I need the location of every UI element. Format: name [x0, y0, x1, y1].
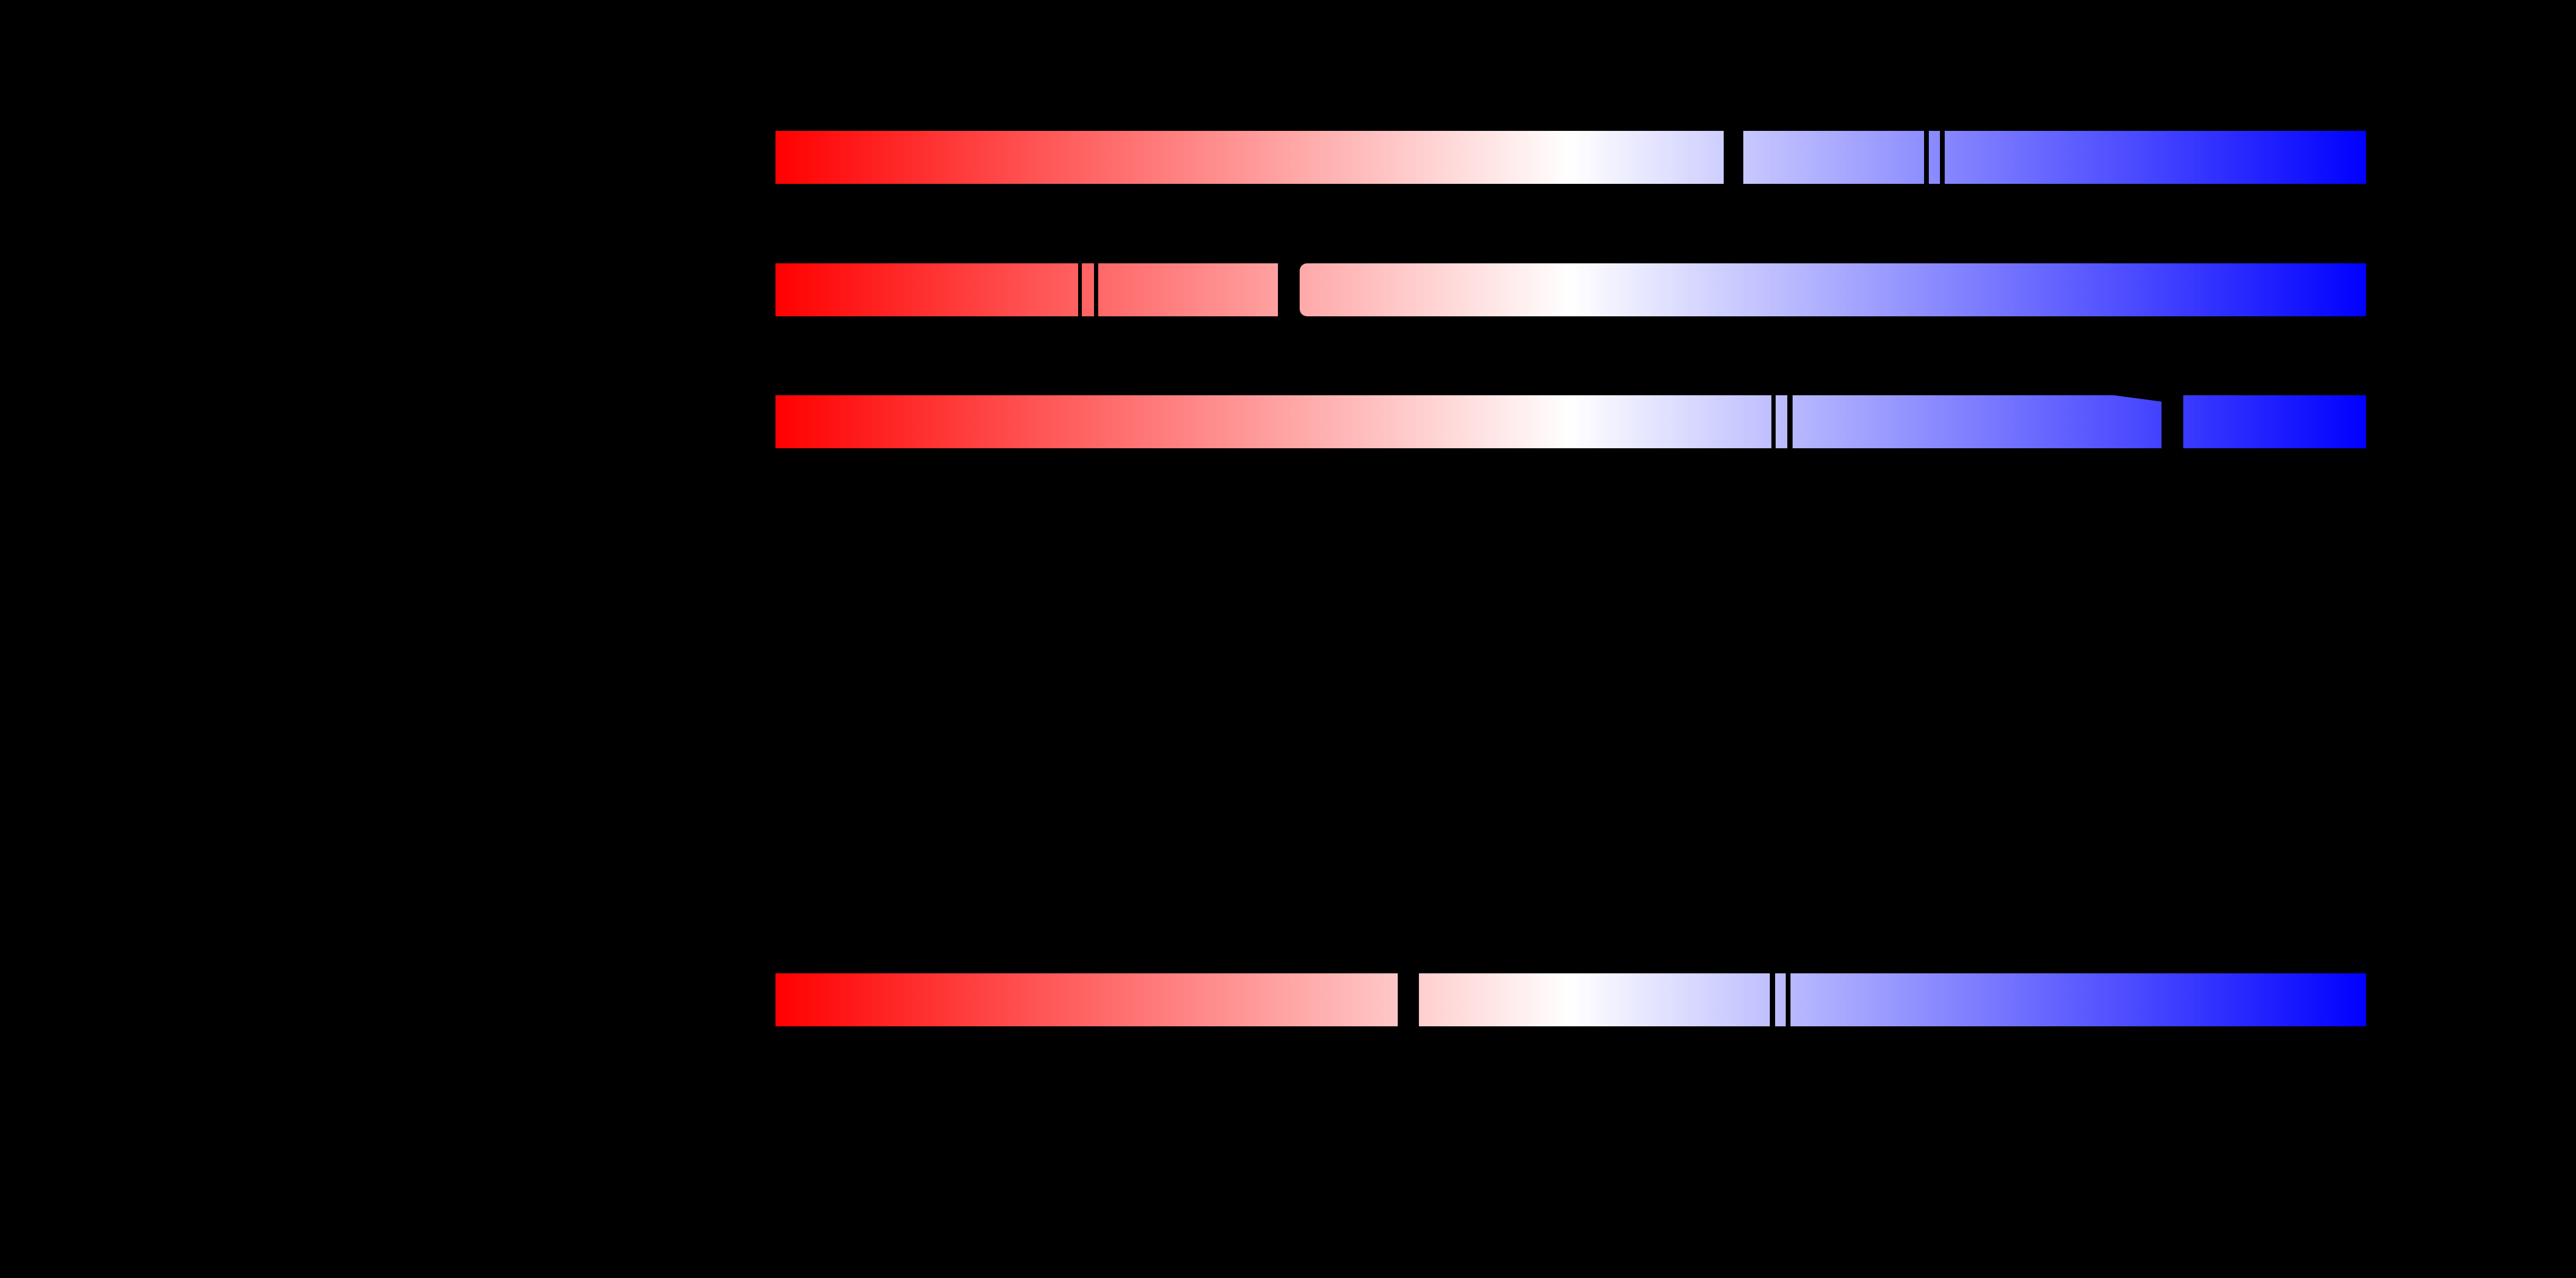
gradient-bar-row-4-segment-1 — [775, 973, 1398, 1026]
gradient-bar-row-4-segment-2 — [1419, 973, 1770, 1026]
gradient-bar-row-4-segment-3 — [1775, 973, 1786, 1026]
gradient-bar-row-3-segment-1 — [775, 395, 1771, 448]
gradient-bar-row-3-segment-2 — [1776, 395, 1787, 448]
gradient-bar-row-1-segment-4 — [1945, 131, 2366, 184]
gradient-bar-row-2-segment-2 — [1082, 263, 1094, 316]
gradient-bar-row-2-segment-1 — [775, 263, 1078, 316]
gradient-bar-row-1-segment-1 — [775, 131, 1724, 184]
gradient-bar-row-3-segment-4 — [2183, 395, 2366, 448]
gradient-bar-row-4-segment-4 — [1790, 973, 2366, 1026]
gradient-bar-row-3-segment-3 — [1793, 395, 2162, 448]
gradient-bar-row-2-segment-4 — [1300, 263, 2366, 316]
gradient-bar-row-2-segment-3 — [1098, 263, 1278, 316]
gradient-bar-row-1-segment-2 — [1743, 131, 1924, 184]
gradient-bar-row-1-segment-3 — [1929, 131, 1940, 184]
